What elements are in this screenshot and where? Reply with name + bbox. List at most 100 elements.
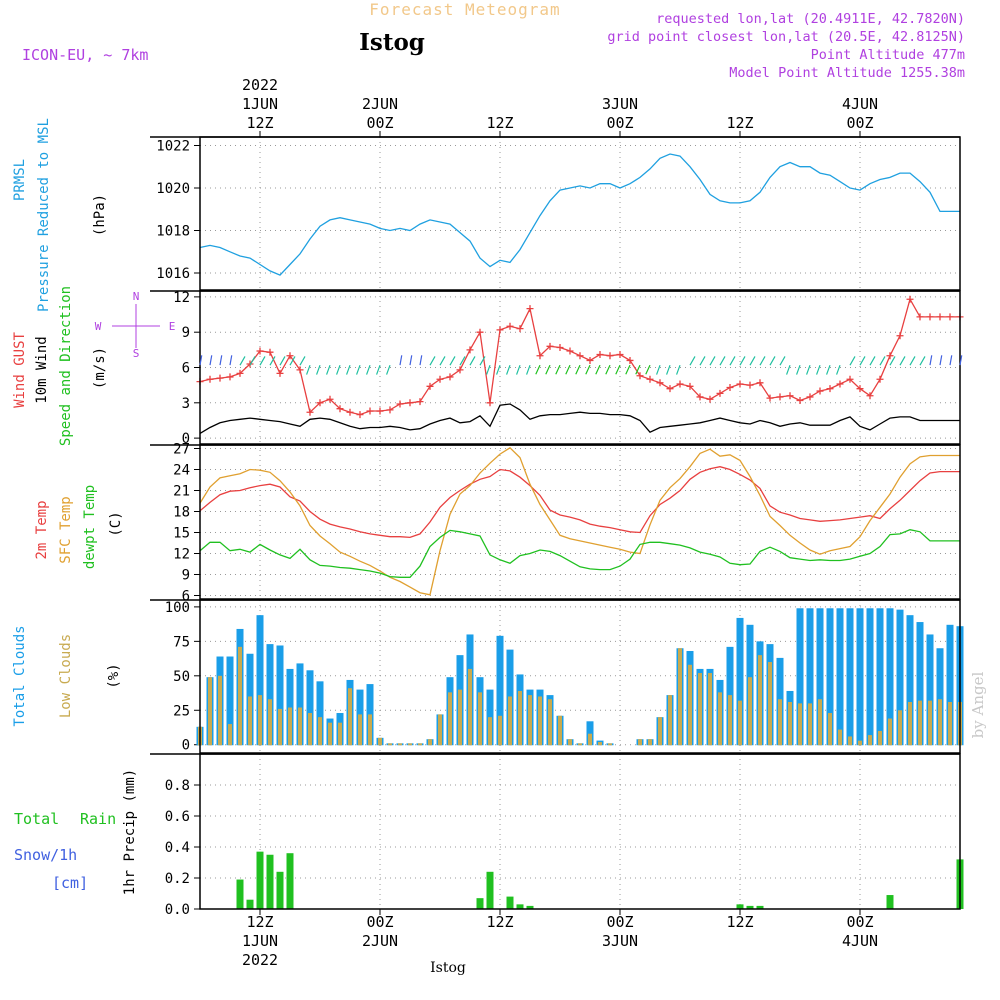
low-clouds-bar — [408, 743, 412, 746]
low-clouds-bar — [638, 739, 642, 746]
low-clouds-bar — [608, 743, 612, 746]
bottom-time-label: 00Z — [366, 913, 393, 931]
wind-direction-arrow — [346, 364, 351, 375]
wind-direction-arrow — [739, 356, 746, 366]
low-clouds-bar — [558, 715, 562, 746]
wind-direction-arrow — [816, 364, 821, 375]
wind-direction-arrow — [526, 364, 531, 375]
low-clouds-bar — [228, 724, 232, 746]
compass-west-label: W — [95, 320, 102, 333]
temperature-series-2m-temp — [199, 466, 960, 539]
wind-direction-arrow — [209, 355, 213, 366]
low-clouds-bar — [678, 648, 682, 746]
low-clouds-bar — [708, 673, 712, 746]
top-time-label: 00Z — [366, 114, 393, 132]
low-clouds-bar — [498, 715, 502, 746]
gust-marker — [526, 305, 534, 313]
wind-direction-arrow — [299, 356, 306, 366]
rain-bar — [236, 879, 244, 909]
gust-marker — [266, 348, 274, 356]
wind-direction-arrow — [386, 364, 391, 375]
total-clouds-bar — [886, 608, 894, 746]
gust-marker — [826, 385, 834, 393]
wind-ytick-label: 6 — [182, 361, 190, 377]
wind-direction-arrow — [429, 356, 436, 366]
rain-bar — [286, 853, 294, 909]
low-clouds-bar — [858, 740, 862, 746]
wind-direction-arrow — [419, 355, 423, 366]
wind-direction-arrow — [826, 364, 831, 375]
low-clouds-bar — [798, 703, 802, 746]
wind-direction-arrow — [316, 364, 321, 375]
total-clouds-bar — [286, 668, 294, 746]
precip-snow-unit: [cm] — [52, 874, 88, 892]
low-clouds-bar — [568, 739, 572, 746]
gust-marker — [366, 407, 374, 415]
temperature-ytick-label: 9 — [182, 568, 190, 584]
grid-point-coords: grid point closest lon,lat (20.5E, 42.81… — [607, 29, 965, 45]
temp-sfc-label: SFC Temp — [58, 496, 74, 563]
pressure-label-prmsl: PRMSL — [12, 159, 28, 201]
precip-ytick-label: 0.0 — [165, 902, 190, 918]
low-clouds-bar — [658, 717, 662, 746]
bottom-time-label: 2022 — [242, 951, 278, 969]
gust-marker — [316, 399, 324, 407]
wind-direction-arrow — [759, 356, 766, 366]
gust-marker — [236, 369, 244, 377]
gust-marker — [836, 380, 844, 388]
gust-marker — [946, 313, 954, 321]
temp-dewpt-label: dewpt Temp — [82, 485, 98, 569]
bottom-time-label: 12Z — [486, 913, 513, 931]
top-time-label: 1JUN — [242, 95, 278, 113]
wind-series-10m-wind — [199, 403, 960, 434]
wind-panel: 0 3 6 9 12 — [150, 290, 964, 447]
pressure-ytick-label: 1022 — [156, 139, 190, 155]
temp-unit: (C) — [108, 511, 124, 536]
total-clouds-bar — [276, 645, 284, 746]
gust-marker — [306, 408, 314, 416]
gust-marker — [416, 398, 424, 406]
bottom-time-label: 12Z — [726, 913, 753, 931]
wind-direction-arrow — [496, 364, 501, 375]
gust-marker — [376, 407, 384, 415]
wind-direction-arrow — [719, 356, 726, 366]
low-clouds-bar — [358, 714, 362, 746]
wind-direction-arrow — [376, 364, 381, 375]
gust-marker — [856, 385, 864, 393]
gust-marker — [426, 382, 434, 390]
rain-bar — [506, 896, 514, 909]
gust-marker — [296, 366, 304, 374]
total-clouds-bar — [896, 609, 904, 746]
rain-bar — [276, 871, 284, 909]
gust-marker — [576, 352, 584, 360]
wind-direction-arrow — [796, 364, 801, 375]
gust-marker — [866, 392, 874, 400]
rain-bar — [746, 905, 754, 909]
total-clouds-bar — [836, 608, 844, 746]
bottom-time-label: 12Z — [246, 913, 273, 931]
wind-direction-arrow — [469, 356, 476, 366]
wind-direction-arrow — [565, 364, 571, 375]
gust-marker — [466, 346, 474, 354]
total-clouds-bar — [296, 663, 304, 746]
low-clouds-bar — [728, 695, 732, 746]
total-clouds-bar — [926, 634, 934, 746]
wind-direction-arrow — [909, 356, 916, 366]
clouds-ytick-label: 75 — [173, 634, 190, 650]
gust-marker — [206, 375, 214, 383]
wind-ytick-label: 9 — [182, 325, 190, 341]
low-clouds-bar — [248, 696, 252, 746]
pressure-ytick-label: 1016 — [156, 266, 190, 282]
low-clouds-bar — [418, 743, 422, 746]
wind-direction-arrow — [239, 356, 246, 366]
low-clouds-bar — [908, 702, 912, 746]
bottom-time-label: 1JUN — [242, 932, 278, 950]
wind-10m-label: 10m Wind — [34, 336, 50, 403]
temperature-ytick-label: 24 — [173, 463, 190, 479]
gust-marker — [786, 392, 794, 400]
bottom-time-label: 00Z — [846, 913, 873, 931]
wind-direction-arrow — [625, 364, 631, 375]
wind-ytick-label: 3 — [182, 396, 190, 412]
gust-marker — [696, 393, 704, 401]
